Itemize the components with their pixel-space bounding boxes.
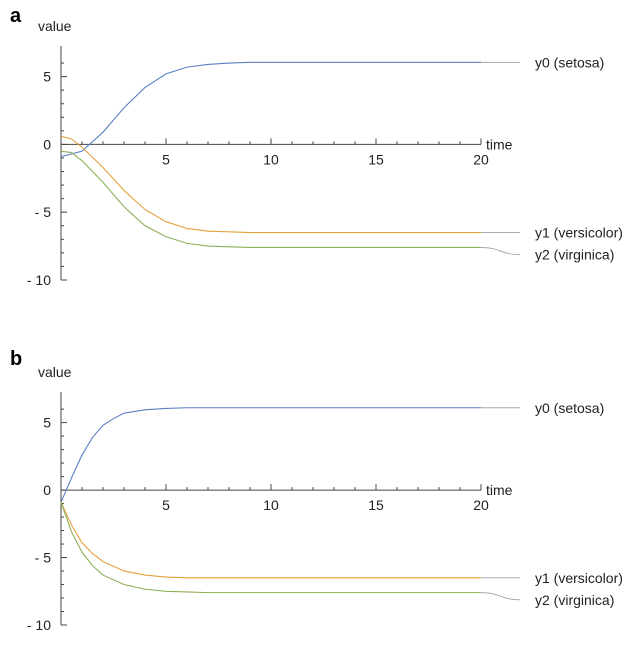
y-tick-label: - 5 (35, 550, 52, 566)
y-tick-label: - 10 (27, 272, 51, 288)
series-line-2 (60, 502, 481, 594)
x-tick-label: 5 (162, 497, 170, 513)
y-tick-label: - 5 (35, 204, 52, 220)
panel-letter: a (10, 5, 22, 27)
y-tick-label: 0 (43, 136, 51, 152)
y-tick-label: 5 (43, 69, 51, 85)
y-tick-label: 5 (43, 415, 51, 431)
x-tick-label: 20 (473, 497, 489, 513)
legend-label-2: y2 (virginica) (535, 592, 614, 608)
y-tick-label: 0 (43, 482, 51, 498)
x-tick-label: 10 (263, 497, 279, 513)
legend-leader-2 (480, 246, 521, 256)
series-line-0 (60, 407, 481, 503)
panel-letter: b (10, 348, 22, 370)
y-axis-title: value (38, 18, 72, 34)
y-axis-title: value (38, 364, 72, 380)
x-axis-title: time (486, 482, 513, 498)
x-tick-label: 15 (368, 497, 384, 513)
y-tick-label: - 10 (27, 617, 51, 633)
x-tick-label: 15 (368, 151, 384, 167)
x-tick-label: 5 (162, 151, 170, 167)
series-line-2 (60, 150, 481, 249)
legend-label-1: y1 (versicolor) (535, 225, 623, 241)
series-line-1 (60, 501, 481, 579)
legend-leader-2 (480, 592, 521, 601)
legend-label-2: y2 (virginica) (535, 247, 614, 263)
legend-label-0: y0 (setosa) (535, 54, 604, 70)
x-axis-title: time (486, 136, 513, 152)
series-line-1 (60, 135, 481, 234)
legend-label-0: y0 (setosa) (535, 400, 604, 416)
series-line-0 (60, 61, 481, 158)
x-tick-label: 10 (263, 151, 279, 167)
legend-label-1: y1 (versicolor) (535, 570, 623, 586)
x-tick-label: 20 (473, 151, 489, 167)
